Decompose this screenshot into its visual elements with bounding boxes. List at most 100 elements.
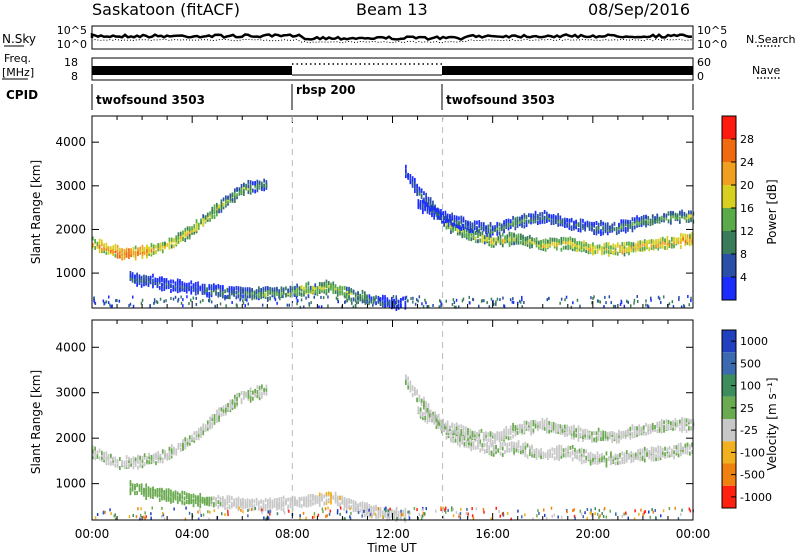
echo-cell xyxy=(666,238,669,243)
echo-cell xyxy=(92,452,94,457)
echo-cell xyxy=(607,252,610,257)
echo-cell xyxy=(150,243,153,247)
echo-cell xyxy=(556,451,558,456)
echo-cell xyxy=(684,236,687,241)
echo-cell xyxy=(566,424,568,429)
echo-cell xyxy=(521,424,523,428)
echo-cell xyxy=(314,289,317,294)
echo-cell xyxy=(444,210,447,215)
echo-cell xyxy=(639,453,642,458)
echo-cell xyxy=(287,288,289,293)
echo-cell xyxy=(503,222,505,227)
echo-cell xyxy=(150,516,152,520)
echo-cell xyxy=(671,452,673,457)
echo-cell xyxy=(330,498,332,503)
echo-cell xyxy=(512,422,514,427)
echo-cell xyxy=(393,510,395,515)
echo-cell xyxy=(312,289,314,294)
echo-cell xyxy=(594,512,596,516)
echo-cell xyxy=(658,426,661,431)
echo-cell xyxy=(570,435,573,440)
echo-cell xyxy=(101,453,103,457)
echo-cell xyxy=(616,242,619,247)
echo-cell xyxy=(458,428,460,433)
echo-cell xyxy=(186,438,189,443)
echo-cell xyxy=(580,450,583,455)
echo-cell xyxy=(350,505,353,510)
echo-cell xyxy=(451,303,454,306)
echo-cell xyxy=(542,455,545,460)
echo-cell xyxy=(633,298,636,302)
echo-cell xyxy=(357,296,359,300)
echo-cell xyxy=(298,496,301,501)
echo-cell xyxy=(530,218,532,223)
echo-cell xyxy=(550,221,553,226)
echo-cell xyxy=(134,274,136,279)
echo-cell xyxy=(614,461,617,466)
echo-cell xyxy=(299,517,301,520)
echo-cell xyxy=(345,498,348,503)
echo-cell xyxy=(246,298,248,302)
echo-cell xyxy=(165,299,167,303)
echo-cell xyxy=(150,460,153,465)
echo-cell xyxy=(491,225,494,230)
echo-cell xyxy=(628,251,630,256)
echo-cell xyxy=(491,442,494,446)
echo-cell xyxy=(141,298,144,302)
echo-cell xyxy=(325,500,328,505)
colorbar-tick-label: 20 xyxy=(740,179,754,192)
echo-cell xyxy=(595,229,598,234)
echo-cell xyxy=(145,496,147,500)
echo-cell xyxy=(125,463,128,468)
echo-cell xyxy=(633,517,636,521)
echo-cell xyxy=(585,449,587,454)
echo-cell xyxy=(226,501,229,506)
echo-cell xyxy=(520,236,522,240)
echo-cell xyxy=(467,220,469,225)
echo-cell xyxy=(577,228,580,232)
echo-cell xyxy=(96,244,99,249)
echo-cell xyxy=(123,255,126,260)
echo-cell xyxy=(605,249,608,254)
echo-cell xyxy=(136,279,138,284)
echo-cell xyxy=(200,218,202,223)
echo-cell xyxy=(170,279,172,284)
echo-cell xyxy=(438,422,441,427)
echo-cell xyxy=(473,224,476,228)
echo-cell xyxy=(186,235,189,240)
echo-cell xyxy=(180,295,182,299)
echo-cell xyxy=(486,441,488,446)
echo-cell xyxy=(547,239,549,244)
echo-cell xyxy=(420,193,423,198)
echo-cell xyxy=(440,209,442,213)
echo-cell xyxy=(512,220,514,225)
echo-cell xyxy=(182,237,184,242)
echo-cell xyxy=(534,419,537,424)
echo-cell xyxy=(631,426,634,431)
echo-cell xyxy=(509,428,512,433)
echo-cell xyxy=(225,408,227,413)
echo-cell xyxy=(597,437,600,441)
echo-cell xyxy=(650,457,653,462)
echo-cell xyxy=(240,289,242,294)
echo-cell xyxy=(476,432,478,436)
echo-cell xyxy=(661,244,664,249)
echo-cell xyxy=(682,233,684,238)
echo-cell xyxy=(491,432,494,437)
echo-cell xyxy=(395,295,397,299)
echo-cell xyxy=(307,503,310,508)
echo-cell xyxy=(595,436,598,441)
x-tick-label: 12:00 xyxy=(375,527,410,541)
echo-cell xyxy=(238,392,241,397)
echo-cell xyxy=(237,288,240,293)
echo-cell xyxy=(256,389,259,394)
echo-cell xyxy=(540,455,542,460)
echo-cell xyxy=(446,213,449,218)
echo-cell xyxy=(613,221,616,226)
echo-cell xyxy=(267,289,269,294)
echo-cell xyxy=(651,218,654,223)
echo-cell xyxy=(598,454,601,459)
echo-cell xyxy=(341,289,344,294)
echo-cell xyxy=(455,215,458,220)
echo-cell xyxy=(679,419,681,424)
